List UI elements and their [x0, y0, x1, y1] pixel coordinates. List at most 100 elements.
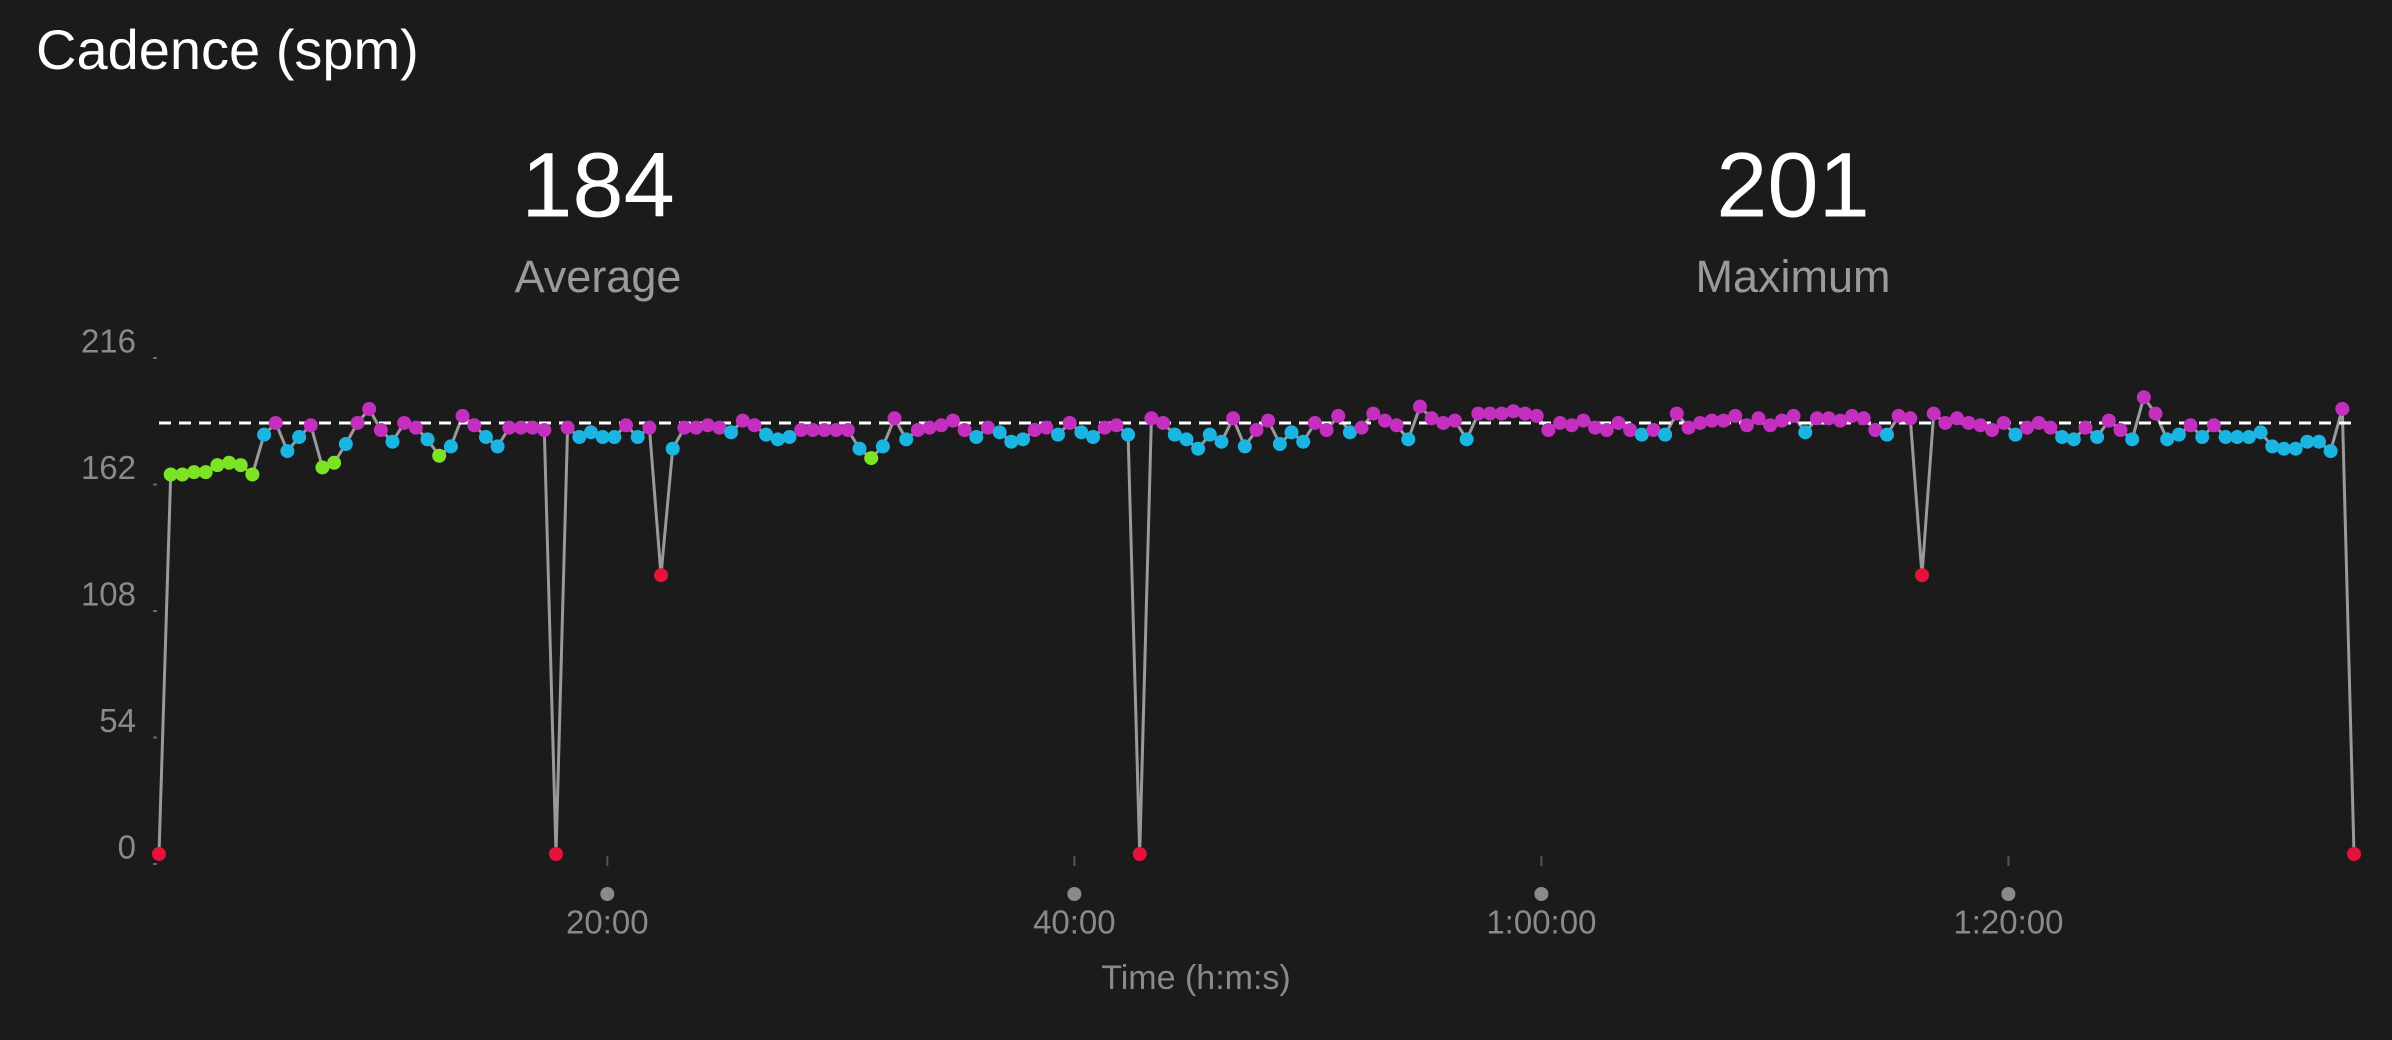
- data-point: [1483, 406, 1498, 421]
- x-tick-mark: [2001, 887, 2016, 901]
- data-point: [969, 430, 984, 445]
- data-point: [175, 467, 190, 482]
- data-point: [1973, 418, 1988, 433]
- y-tick-label: 108: [81, 576, 136, 613]
- data-point: [1821, 411, 1836, 426]
- data-point: [1027, 422, 1042, 437]
- data-point: [1634, 427, 1649, 442]
- data-point: [2323, 444, 2338, 459]
- data-point: [1891, 408, 1906, 423]
- data-point: [187, 465, 202, 480]
- data-point: [1693, 415, 1708, 430]
- data-point: [1786, 408, 1801, 423]
- data-point: [1809, 411, 1824, 426]
- data-point: [1833, 413, 1848, 428]
- data-point: [1296, 434, 1311, 449]
- data-point: [1751, 411, 1766, 426]
- data-point: [1868, 422, 1883, 437]
- data-point: [152, 847, 166, 861]
- data-point: [887, 411, 902, 426]
- data-point: [2020, 420, 2035, 435]
- data-point: [665, 441, 680, 456]
- data-point: [1261, 413, 1276, 428]
- data-point: [1051, 427, 1066, 442]
- stat-value: 201: [1716, 134, 1870, 236]
- data-point: [233, 458, 248, 473]
- data-point: [2206, 418, 2221, 433]
- data-point: [327, 455, 342, 470]
- data-point: [1926, 406, 1941, 421]
- data-point: [210, 458, 225, 473]
- data-point: [1424, 411, 1439, 426]
- data-point: [899, 432, 914, 447]
- data-point: [1623, 422, 1638, 437]
- data-point: [1167, 427, 1182, 442]
- data-point: [1319, 422, 1334, 437]
- data-point: [1611, 415, 1626, 430]
- data-point: [1074, 425, 1089, 440]
- data-point: [992, 425, 1007, 440]
- data-point: [1109, 418, 1124, 433]
- data-point: [1938, 415, 1953, 430]
- data-point: [2253, 425, 2268, 440]
- data-point: [198, 465, 213, 480]
- data-point: [408, 420, 423, 435]
- data-point: [1307, 415, 1322, 430]
- data-point: [1436, 415, 1451, 430]
- data-point: [2265, 439, 2280, 454]
- data-point: [467, 418, 482, 433]
- data-point: [455, 408, 470, 423]
- data-point: [1226, 411, 1241, 426]
- data-point: [2043, 420, 2058, 435]
- data-point: [840, 422, 855, 437]
- data-point: [583, 425, 598, 440]
- data-point: [980, 420, 995, 435]
- data-point: [1763, 418, 1778, 433]
- data-point: [560, 420, 575, 435]
- y-tick-label: 216: [81, 323, 136, 360]
- x-axis-title: Time (h:m:s): [1101, 959, 1291, 997]
- data-point: [2160, 432, 2175, 447]
- data-point: [1774, 413, 1789, 428]
- data-point: [934, 418, 949, 433]
- data-point: [1412, 399, 1427, 414]
- x-tick-mark: [1067, 887, 1082, 901]
- data-point: [1915, 568, 1930, 583]
- data-point: [2125, 432, 2140, 447]
- stat-label: Average: [515, 251, 682, 302]
- data-point: [502, 420, 517, 435]
- data-point: [770, 432, 785, 447]
- data-point: [1191, 441, 1206, 456]
- data-point: [2066, 432, 2081, 447]
- data-point: [1004, 434, 1019, 449]
- data-point: [572, 430, 587, 445]
- data-point: [513, 420, 528, 435]
- data-point: [1237, 439, 1252, 454]
- data-point: [2148, 406, 2163, 421]
- data-point: [1681, 420, 1696, 435]
- data-point: [397, 415, 412, 430]
- data-point: [642, 420, 657, 435]
- data-point: [1062, 415, 1077, 430]
- data-point: [1739, 418, 1754, 433]
- x-tick-mark: [600, 887, 615, 901]
- data-point: [1564, 418, 1579, 433]
- data-point: [268, 415, 283, 430]
- data-point: [2195, 430, 2210, 445]
- stat-value: 184: [521, 134, 675, 236]
- data-point: [945, 413, 960, 428]
- data-point: [1529, 408, 1544, 423]
- data-point: [2230, 430, 2245, 445]
- data-point: [654, 568, 669, 583]
- data-point: [1459, 432, 1474, 447]
- data-point: [1086, 430, 1101, 445]
- data-point: [1658, 427, 1673, 442]
- data-point: [1249, 422, 1264, 437]
- data-point: [2183, 418, 2198, 433]
- data-point: [1156, 415, 1171, 430]
- data-point: [280, 444, 295, 459]
- data-point: [1121, 427, 1136, 442]
- data-point: [875, 439, 890, 454]
- data-point: [1132, 847, 1147, 861]
